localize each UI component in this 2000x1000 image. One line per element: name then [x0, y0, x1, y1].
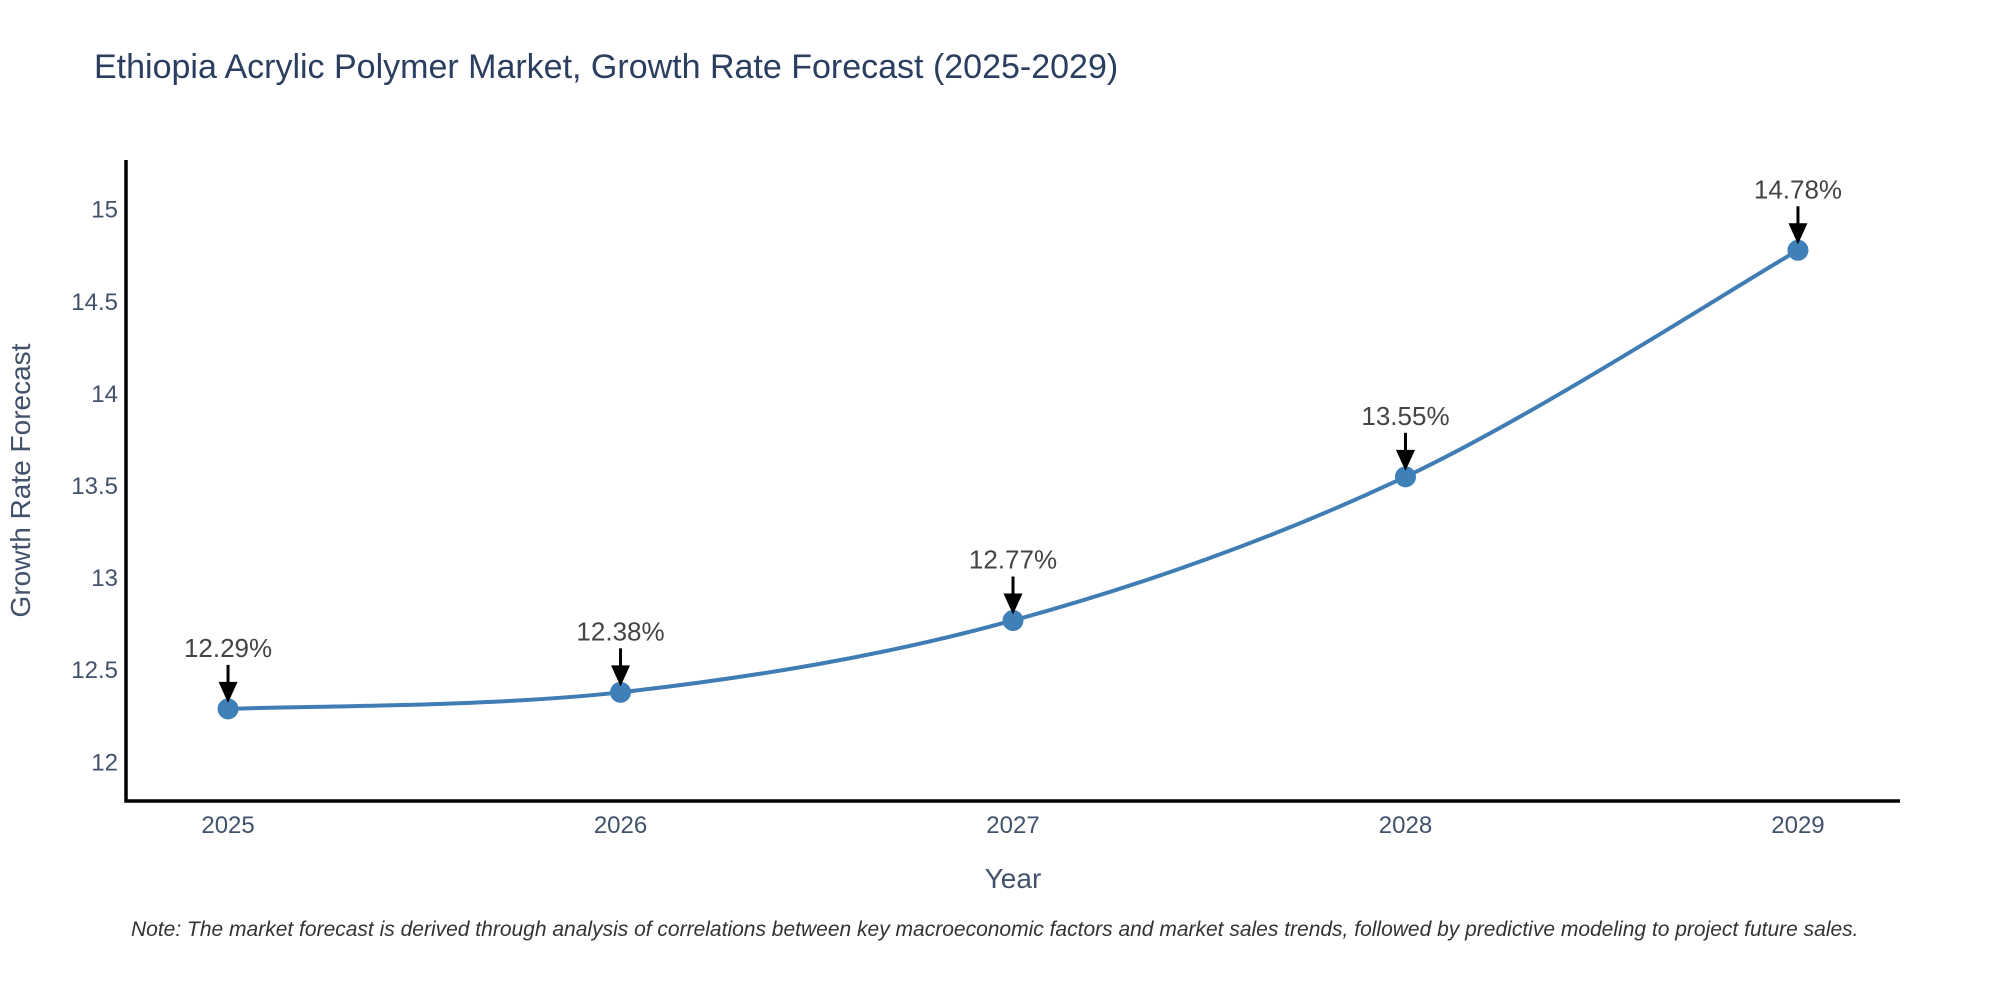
y-tick-label: 12 [91, 749, 118, 776]
x-axis-title: Year [985, 863, 1042, 894]
data-point-marker [1394, 466, 1416, 488]
y-tick-label: 13 [91, 565, 118, 592]
y-axis-title: Growth Rate Forecast [5, 343, 36, 617]
y-tick-label: 12.5 [71, 657, 118, 684]
data-point-label: 14.78% [1754, 174, 1842, 204]
chart-title: Ethiopia Acrylic Polymer Market, Growth … [94, 48, 1119, 86]
chart-footnote: Note: The market forecast is derived thr… [131, 918, 1859, 941]
data-point-marker [610, 681, 632, 703]
x-tick-label: 2025 [201, 812, 254, 839]
annotation-arrow-head [1003, 593, 1023, 615]
axis-lines [124, 160, 1900, 803]
data-point-marker [1002, 609, 1024, 631]
data-point-marker [217, 698, 239, 720]
annotation-arrow-head [611, 665, 631, 687]
data-point-label: 12.29% [184, 633, 272, 663]
series-line [227, 248, 1799, 711]
x-tick-label: 2028 [1379, 812, 1432, 839]
y-tick-label: 13.5 [71, 473, 118, 500]
annotation-arrow-head [1395, 449, 1415, 471]
data-point-marker [1787, 239, 1809, 261]
data-point-label: 12.38% [576, 616, 664, 646]
y-tick-label: 15 [91, 197, 118, 224]
x-tick-label: 2029 [1771, 812, 1824, 839]
x-tick-label: 2026 [594, 812, 647, 839]
data-point-label: 13.55% [1361, 401, 1449, 431]
x-tick-label: 2027 [986, 812, 1039, 839]
data-point-label: 12.77% [969, 544, 1057, 574]
annotation-arrow-head [1788, 223, 1808, 245]
y-tick-label: 14.5 [71, 289, 118, 316]
y-tick-label: 14 [91, 381, 118, 408]
annotation-arrow-head [218, 681, 238, 703]
